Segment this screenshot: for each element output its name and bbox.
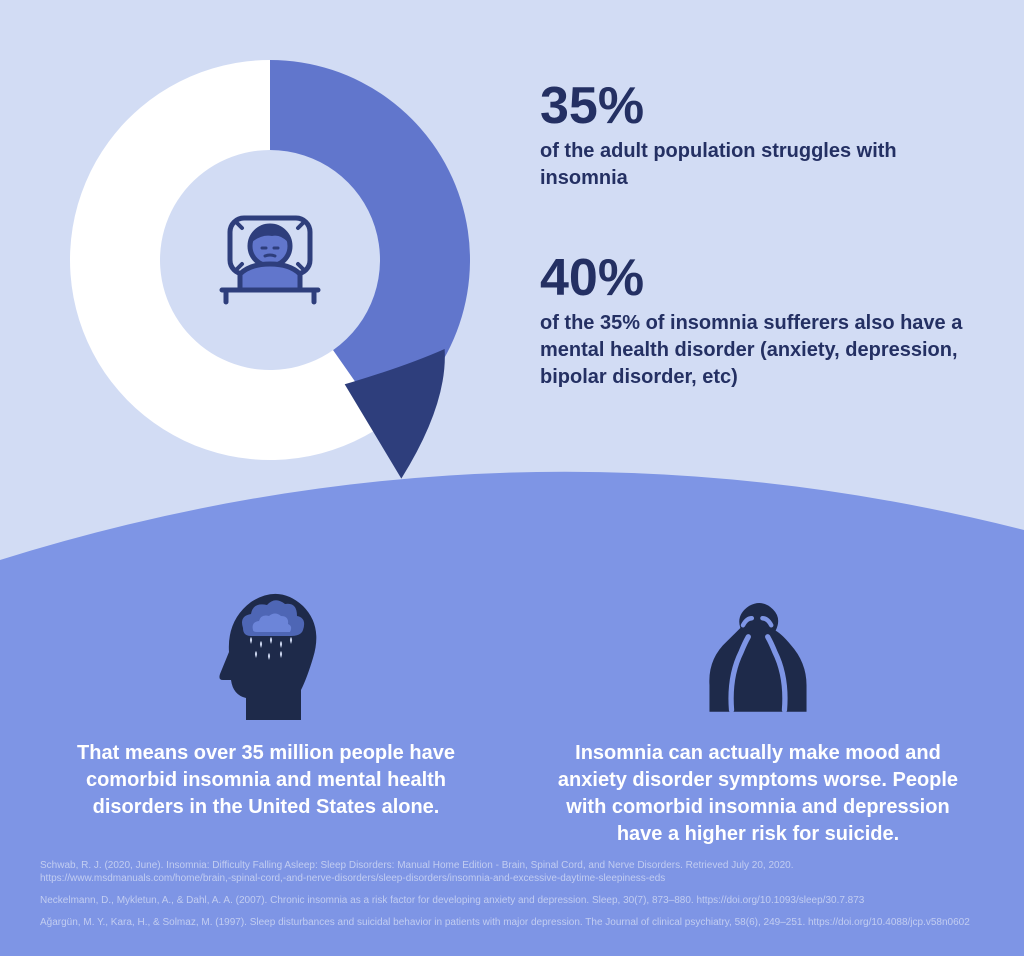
stat-40: 40% of the 35% of insomnia sufferers als… — [540, 252, 970, 391]
citations: Schwab, R. J. (2020, June). Insomnia: Di… — [40, 859, 984, 938]
donut-chart — [50, 40, 490, 480]
stats-column: 35% of the adult population struggles wi… — [540, 80, 970, 451]
facts-row: That means over 35 million people have c… — [0, 580, 1024, 848]
donut-center — [180, 170, 360, 350]
fact-text: That means over 35 million people have c… — [56, 740, 476, 821]
fact-comorbid: That means over 35 million people have c… — [40, 580, 492, 848]
citation: Ağargün, M. Y., Kara, H., & Solmaz, M. (… — [40, 916, 984, 929]
stat-desc: of the adult population struggles with i… — [540, 138, 970, 192]
citation: Schwab, R. J. (2020, June). Insomnia: Di… — [40, 859, 984, 885]
stat-pct: 35% — [540, 80, 970, 132]
citation: Neckelmann, D., Mykletun, A., & Dahl, A.… — [40, 894, 984, 907]
insomnia-person-icon — [200, 190, 340, 330]
stat-pct: 40% — [540, 252, 970, 304]
head-rain-icon — [191, 580, 341, 720]
stat-35: 35% of the adult population struggles wi… — [540, 80, 970, 192]
person-despair-icon — [683, 580, 833, 720]
fact-suicide-risk: Insomnia can actually make mood and anxi… — [532, 580, 984, 848]
stat-desc: of the 35% of insomnia sufferers also ha… — [540, 310, 970, 391]
fact-text: Insomnia can actually make mood and anxi… — [548, 740, 968, 848]
infographic-canvas: 35% of the adult population struggles wi… — [0, 0, 1024, 956]
